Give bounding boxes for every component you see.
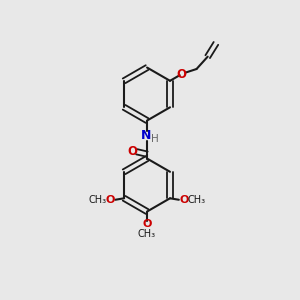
Text: O: O: [105, 195, 115, 205]
Text: O: O: [176, 68, 186, 81]
Text: CH₃: CH₃: [188, 195, 206, 205]
Text: CH₃: CH₃: [88, 195, 107, 205]
Text: O: O: [179, 195, 189, 205]
Text: N: N: [141, 129, 152, 142]
Text: O: O: [127, 145, 137, 158]
Text: O: O: [142, 219, 152, 229]
Text: CH₃: CH₃: [138, 229, 156, 239]
Text: H: H: [151, 134, 158, 144]
